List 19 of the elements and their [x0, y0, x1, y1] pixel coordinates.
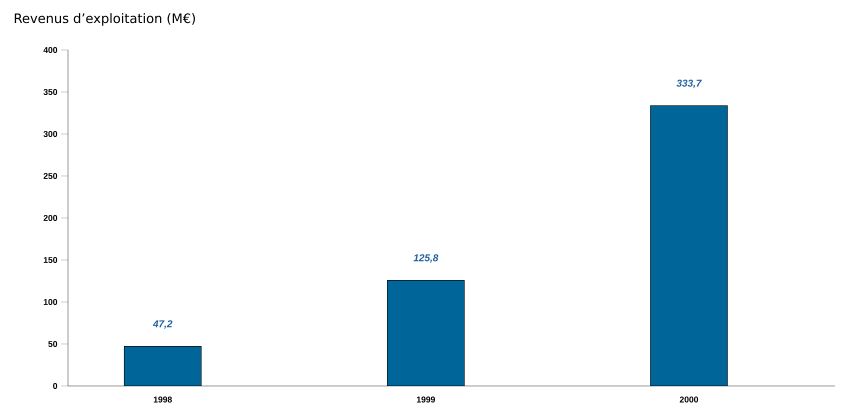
x-tick-label: 2000 — [680, 396, 698, 403]
bar — [124, 346, 202, 386]
y-tick-label: 400 — [43, 46, 58, 53]
bar — [650, 105, 728, 386]
y-tick-label: 100 — [44, 298, 58, 305]
x-tick-label: 1999 — [416, 396, 435, 403]
y-tick-label: 350 — [43, 88, 58, 96]
y-tick-label: 50 — [48, 340, 58, 347]
chart-title: Revenus d’exploitation (M€) — [14, 13, 195, 26]
y-tick-label: 300 — [43, 130, 58, 138]
y-tick-label: 150 — [44, 256, 58, 263]
data-label: 125,8 — [413, 254, 438, 263]
x-tick-label: 1998 — [154, 396, 172, 403]
y-tick-label: 250 — [44, 172, 58, 179]
data-label: 47,2 — [152, 320, 172, 329]
bar — [387, 280, 464, 386]
data-label: 333,7 — [676, 80, 702, 88]
y-tick-label: 0 — [53, 382, 58, 389]
y-tick-label: 200 — [44, 214, 58, 221]
